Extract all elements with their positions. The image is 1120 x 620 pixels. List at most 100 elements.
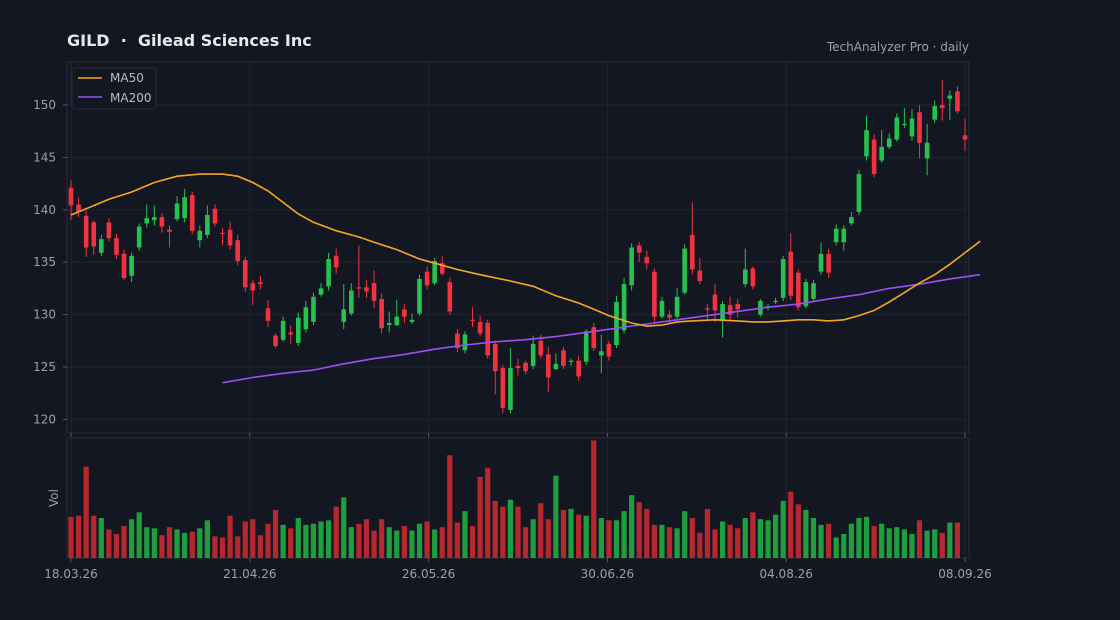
volume-bar [121, 526, 127, 558]
candle-body [568, 360, 574, 362]
candle [174, 196, 180, 222]
candle [621, 277, 627, 334]
candle [742, 248, 748, 288]
candle-body [667, 314, 672, 318]
volume-bar [257, 535, 264, 558]
candle [477, 315, 483, 337]
candle-body [939, 104, 945, 109]
candle [629, 243, 634, 291]
candle-body [841, 228, 847, 243]
candle [780, 255, 786, 301]
candle-body [546, 354, 551, 378]
candle [68, 180, 74, 221]
candle [250, 279, 256, 306]
volume-bar [106, 529, 112, 558]
volume-bar [553, 475, 559, 558]
candle-body [462, 334, 468, 351]
candle-body [417, 278, 422, 314]
candle-body [227, 229, 233, 246]
candle [902, 108, 907, 129]
volume-bar [719, 521, 726, 558]
candle [712, 284, 718, 322]
volume-bar [401, 526, 407, 558]
volume-bar [333, 506, 339, 558]
candle [818, 242, 824, 275]
candle [356, 245, 362, 298]
candle [447, 277, 453, 315]
candle [409, 313, 415, 325]
candle [280, 316, 286, 342]
candle [530, 335, 536, 370]
candle-body [826, 253, 831, 273]
volume-bar [750, 512, 756, 558]
volume-bar [318, 521, 324, 558]
volume-bar [432, 529, 438, 558]
volume-bar [568, 508, 574, 558]
candle-body [788, 251, 794, 296]
candle-body [803, 282, 809, 307]
candle [826, 248, 831, 278]
volume-bar [879, 523, 885, 558]
volume-bar [272, 510, 279, 558]
candle-body [773, 300, 778, 303]
candle [583, 329, 589, 365]
volume-bar [894, 527, 900, 558]
candle-body [902, 123, 907, 126]
volume-bar [280, 524, 286, 558]
volume-bar [947, 522, 953, 558]
volume-bar [371, 530, 377, 558]
candle-body [152, 217, 157, 221]
volume-bar [932, 529, 938, 558]
legend[interactable]: MA50 MA200 [71, 67, 157, 110]
candle [614, 295, 619, 349]
candle [576, 355, 581, 381]
volume-bar [916, 520, 923, 558]
candle-body [682, 248, 687, 293]
price-tick-label: 145 [33, 150, 56, 164]
candle-body [99, 239, 104, 253]
volume-bar [576, 514, 582, 558]
candle [947, 90, 953, 120]
candle-body [583, 331, 589, 362]
candle-body [83, 216, 89, 248]
candle-body [917, 112, 922, 143]
volume-bar [310, 523, 317, 558]
candle [909, 109, 915, 141]
price-tick-label: 150 [33, 98, 56, 112]
candle [386, 311, 392, 333]
volume-bar [507, 499, 514, 558]
price-tick-label: 120 [33, 412, 56, 426]
volume-bar [742, 518, 748, 558]
candle [500, 364, 506, 414]
candles [68, 79, 968, 414]
volume-bar [772, 514, 779, 558]
candle [159, 212, 165, 233]
date-axis: 18.03.26 21.04.26 26.05.26 30.06.26 04.08.26… [44, 433, 992, 581]
volume-bar [386, 527, 392, 558]
volume-bar [682, 511, 688, 558]
candle [318, 283, 324, 297]
candle-body [720, 304, 725, 321]
candle-body [591, 327, 597, 349]
price-panel-frame [66, 61, 970, 434]
volume-bars [68, 440, 961, 558]
volume-bar [363, 519, 370, 558]
volume-bar [303, 524, 309, 558]
candle [121, 249, 127, 280]
candle [326, 252, 331, 291]
volume-bar [735, 528, 741, 558]
candle [91, 220, 97, 255]
volume-bar [848, 523, 854, 558]
candle-body [689, 234, 695, 270]
candle-body [379, 298, 384, 329]
volume-bar [901, 529, 907, 558]
volume-bar [454, 522, 460, 558]
candle-body [599, 351, 604, 356]
volume-bar [697, 532, 703, 558]
candle-body [849, 217, 854, 224]
volume-bar [666, 527, 673, 558]
candle [546, 347, 551, 393]
candle-body [924, 142, 930, 159]
volume-bar [810, 518, 817, 558]
